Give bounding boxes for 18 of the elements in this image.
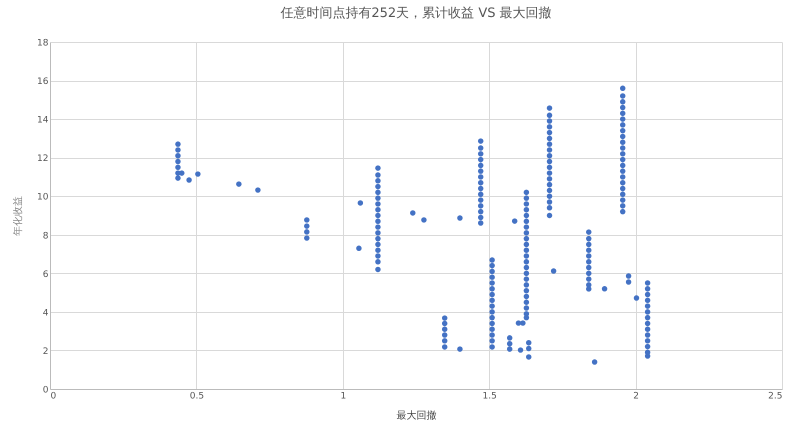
y-tick-label: 10 [37,192,49,203]
x-axis-title: 最大回撤 [396,410,436,422]
x-tick-label: 0 [50,392,56,402]
y-tick-label: 16 [37,77,49,88]
y-tick-label: 12 [37,154,48,164]
y-tick-label: 18 [37,38,49,48]
x-tick-label: 1 [340,392,346,402]
y-tick-label: 2 [42,346,48,357]
x-tick-label: 2 [633,392,639,402]
x-tick-label: 2.5 [768,392,782,402]
y-tick-label: 4 [42,308,49,318]
chart-title: 任意时间点持有252天，累计收益 VS 最大回撤 [279,6,552,21]
y-tick-label: 8 [42,231,49,242]
y-tick-label: 6 [42,270,49,280]
y-tick-label: 14 [37,116,49,126]
y-axis-title: 年化收益 [12,196,24,236]
x-tick-label: 0.5 [190,392,204,402]
x-tick-label: 1.5 [482,392,497,402]
